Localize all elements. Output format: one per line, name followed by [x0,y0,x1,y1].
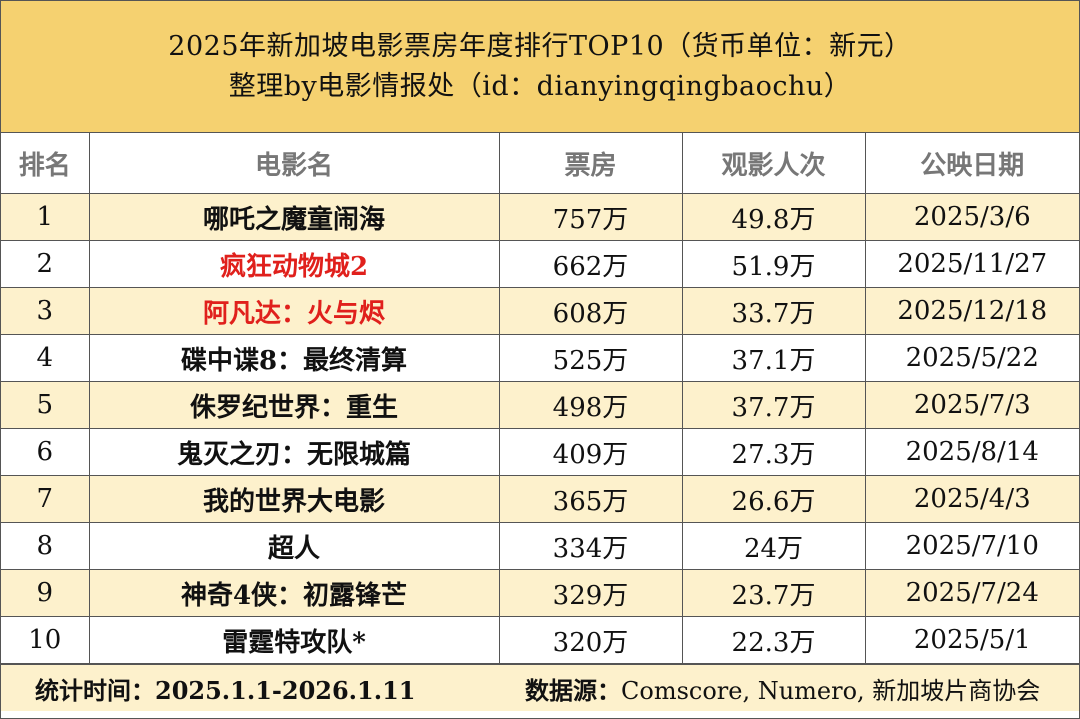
rank-cell: 3 [1,287,90,335]
admissions-cell: 33.7万 [681,287,866,335]
release-date-cell: 2025/4/3 [864,475,1079,523]
film-title-cell: 超人 [88,522,500,570]
admissions-cell: 22.3万 [681,616,866,664]
release-date-cell: 2025/7/10 [864,522,1079,570]
title-credit: 整理by电影情报处（id：dianyingqingbaochu） [228,70,852,102]
column-header-rank: 排名 [1,133,90,194]
data-source: 数据源：Comscore, Numero, 新加坡片商协会 [505,671,1040,706]
rank-cell: 9 [1,569,90,617]
rank-cell: 8 [1,522,90,570]
rank-cell: 2 [1,240,90,288]
film-title-cell: 我的世界大电影 [88,475,500,523]
rank-cell: 5 [1,381,90,429]
film-title-cell: 哪吒之魔童闹海 [88,193,500,241]
admissions-cell: 51.9万 [681,240,866,288]
film-title-cell: 雷霆特攻队* [88,616,500,664]
film-title-cell: 鬼灭之刃：无限城篇 [88,428,500,476]
film-title-cell: 阿凡达：火与烬 [88,287,500,335]
data-source-value: Comscore, Numero, 新加坡片商协会 [621,676,1041,705]
rank-cell: 1 [1,193,90,241]
table-row: 10 雷霆特攻队* 320万 22.3万 2025/5/1 [1,616,1079,664]
box-office-cell: 365万 [498,475,683,523]
box-office-cell: 662万 [498,240,683,288]
title-block: 2025年新加坡电影票房年度排行TOP10（货币单位：新元） 整理by电影情报处… [1,1,1079,133]
box-office-cell: 498万 [498,381,683,429]
ranking-table: 排名 电影名 票房 观影人次 公映日期 1 哪吒之魔童闹海 757万 49.8万 202… [1,133,1079,664]
table-row: 2 疯狂动物城2 662万 51.9万 2025/11/27 [1,240,1079,288]
film-title-cell: 碟中谍8：最终清算 [88,334,500,382]
admissions-cell: 23.7万 [681,569,866,617]
release-date-cell: 2025/3/6 [864,193,1079,241]
release-date-cell: 2025/8/14 [864,428,1079,476]
table-row: 3 阿凡达：火与烬 608万 33.7万 2025/12/18 [1,287,1079,335]
table-row: 9 神奇4侠：初露锋芒 329万 23.7万 2025/7/24 [1,569,1079,617]
column-header-admissions: 观影人次 [681,133,866,194]
box-office-cell: 757万 [498,193,683,241]
table-row: 7 我的世界大电影 365万 26.6万 2025/4/3 [1,475,1079,523]
admissions-cell: 37.7万 [681,381,866,429]
table-row: 1 哪吒之魔童闹海 757万 49.8万 2025/3/6 [1,193,1079,241]
header-row: 排名 电影名 票房 观影人次 公映日期 [1,133,1079,194]
table-row: 8 超人 334万 24万 2025/7/10 [1,522,1079,570]
admissions-cell: 26.6万 [681,475,866,523]
rank-cell: 7 [1,475,90,523]
data-source-label: 数据源： [525,675,621,705]
table-row: 4 碟中谍8：最终清算 525万 37.1万 2025/5/22 [1,334,1079,382]
box-office-cell: 320万 [498,616,683,664]
column-header-release-date: 公映日期 [864,133,1079,194]
box-office-cell: 608万 [498,287,683,335]
box-office-cell: 334万 [498,522,683,570]
film-title-cell: 侏罗纪世界：重生 [88,381,500,429]
release-date-cell: 2025/11/27 [864,240,1079,288]
box-office-cell: 329万 [498,569,683,617]
release-date-cell: 2025/7/24 [864,569,1079,617]
box-office-cell: 525万 [498,334,683,382]
admissions-cell: 27.3万 [681,428,866,476]
admissions-cell: 24万 [681,522,866,570]
film-title-cell: 疯狂动物城2 [88,240,500,288]
rank-cell: 6 [1,428,90,476]
admissions-cell: 49.8万 [681,193,866,241]
column-header-box-office: 票房 [498,133,683,194]
table-row: 6 鬼灭之刃：无限城篇 409万 27.3万 2025/8/14 [1,428,1079,476]
footer: 统计时间：2025.1.1-2026.1.11 数据源：Comscore, Nu… [1,664,1079,711]
rank-cell: 4 [1,334,90,382]
admissions-cell: 37.1万 [681,334,866,382]
release-date-cell: 2025/5/1 [864,616,1079,664]
title-main: 2025年新加坡电影票房年度排行TOP10（货币单位：新元） [168,30,912,62]
film-title-cell: 神奇4侠：初露锋芒 [88,569,500,617]
statistics-period: 统计时间：2025.1.1-2026.1.11 [35,675,416,705]
release-date-cell: 2025/5/22 [864,334,1079,382]
rank-cell: 10 [1,616,90,664]
box-office-cell: 409万 [498,428,683,476]
release-date-cell: 2025/12/18 [864,287,1079,335]
column-header-film: 电影名 [88,133,500,194]
release-date-cell: 2025/7/3 [864,381,1079,429]
table-row: 5 侏罗纪世界：重生 498万 37.7万 2025/7/3 [1,381,1079,429]
